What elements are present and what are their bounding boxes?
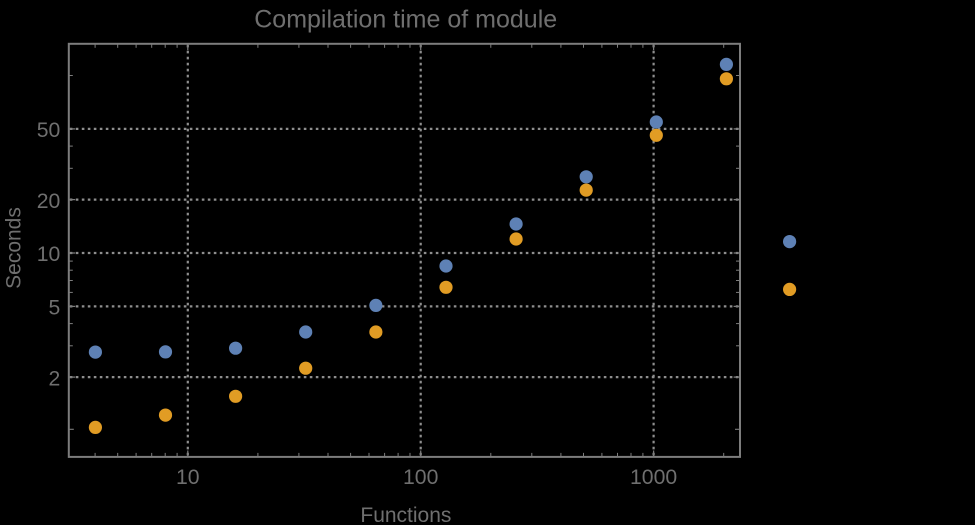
svg-text:100: 100: [403, 466, 438, 489]
svg-text:2: 2: [49, 367, 61, 390]
svg-text:10: 10: [37, 243, 61, 266]
svg-text:5: 5: [49, 297, 61, 320]
svg-text:Seconds: Seconds: [3, 207, 26, 289]
svg-text:20: 20: [37, 190, 61, 213]
svg-text:1000: 1000: [630, 466, 677, 489]
svg-text:Compilation time of module: Compilation time of module: [254, 6, 557, 34]
svg-text:10: 10: [176, 466, 200, 489]
svg-text:Functions: Functions: [360, 504, 451, 525]
svg-text:50: 50: [37, 119, 61, 142]
